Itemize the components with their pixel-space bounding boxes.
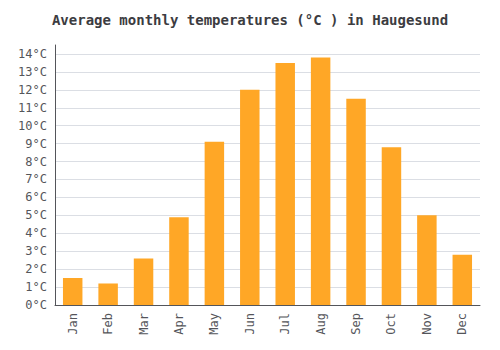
svg-text:Jun: Jun [243, 313, 257, 335]
svg-text:0°C: 0°C [25, 298, 47, 312]
svg-text:2°C: 2°C [25, 262, 47, 276]
svg-text:6°C: 6°C [25, 190, 47, 204]
svg-text:7°C: 7°C [25, 172, 47, 186]
svg-text:Mar: Mar [137, 313, 151, 335]
svg-text:Feb: Feb [101, 313, 115, 335]
svg-text:9°C: 9°C [25, 137, 47, 151]
svg-text:13°C: 13°C [18, 65, 47, 79]
svg-text:4°C: 4°C [25, 226, 47, 240]
svg-text:1°C: 1°C [25, 280, 47, 294]
svg-text:Average monthly temperatures (: Average monthly temperatures (°C ) in Ha… [52, 12, 448, 28]
svg-text:5°C: 5°C [25, 208, 47, 222]
svg-text:Sep: Sep [349, 313, 363, 335]
svg-text:Apr: Apr [172, 313, 186, 335]
svg-text:12°C: 12°C [18, 83, 47, 97]
svg-text:Dec: Dec [455, 313, 469, 335]
svg-text:Aug: Aug [314, 313, 328, 335]
svg-text:May: May [207, 313, 221, 335]
svg-text:11°C: 11°C [18, 101, 47, 115]
svg-text:10°C: 10°C [18, 119, 47, 133]
svg-text:3°C: 3°C [25, 244, 47, 258]
svg-text:14°C: 14°C [18, 47, 47, 61]
svg-text:Jan: Jan [66, 313, 80, 335]
svg-text:Nov: Nov [420, 313, 434, 335]
svg-text:8°C: 8°C [25, 155, 47, 169]
svg-text:Jul: Jul [278, 313, 292, 335]
svg-text:Oct: Oct [384, 313, 398, 335]
